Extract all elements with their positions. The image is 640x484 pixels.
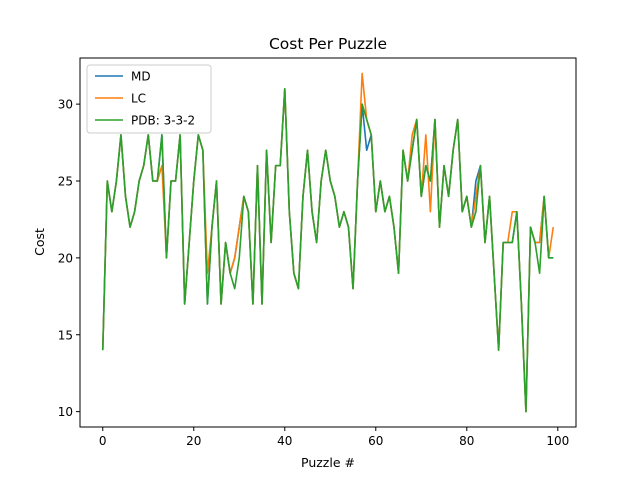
series-lines	[101, 72, 555, 413]
y-tick-label: 15	[58, 328, 73, 342]
plot-area-frame	[79, 57, 577, 428]
legend-label: PDB: 3-3-2	[131, 114, 195, 128]
x-tick-label: 0	[99, 434, 107, 448]
legend: MD LC PDB: 3-3-2	[86, 64, 212, 134]
x-tick-label: 20	[186, 434, 201, 448]
x-tick-label: 100	[546, 434, 569, 448]
series-line-pdb-3-3-2	[101, 87, 554, 413]
x-tick-label: 60	[368, 434, 383, 448]
x-axis-label: Puzzle #	[301, 455, 355, 470]
legend-label: MD	[131, 70, 151, 84]
y-tick-label: 25	[58, 175, 73, 189]
y-tick-label: 10	[58, 405, 73, 419]
axis-ticks: 0 20 40 60 80 100 10 15 20 25 30	[58, 98, 570, 448]
legend-box	[86, 64, 212, 134]
legend-label: LC	[131, 92, 146, 106]
y-tick-label: 20	[58, 251, 73, 265]
x-tick-label: 80	[459, 434, 474, 448]
x-tick-label: 40	[277, 434, 292, 448]
y-tick-label: 30	[58, 98, 73, 112]
y-axis-label: Cost	[32, 228, 47, 256]
chart-title: Cost Per Puzzle	[269, 35, 387, 53]
